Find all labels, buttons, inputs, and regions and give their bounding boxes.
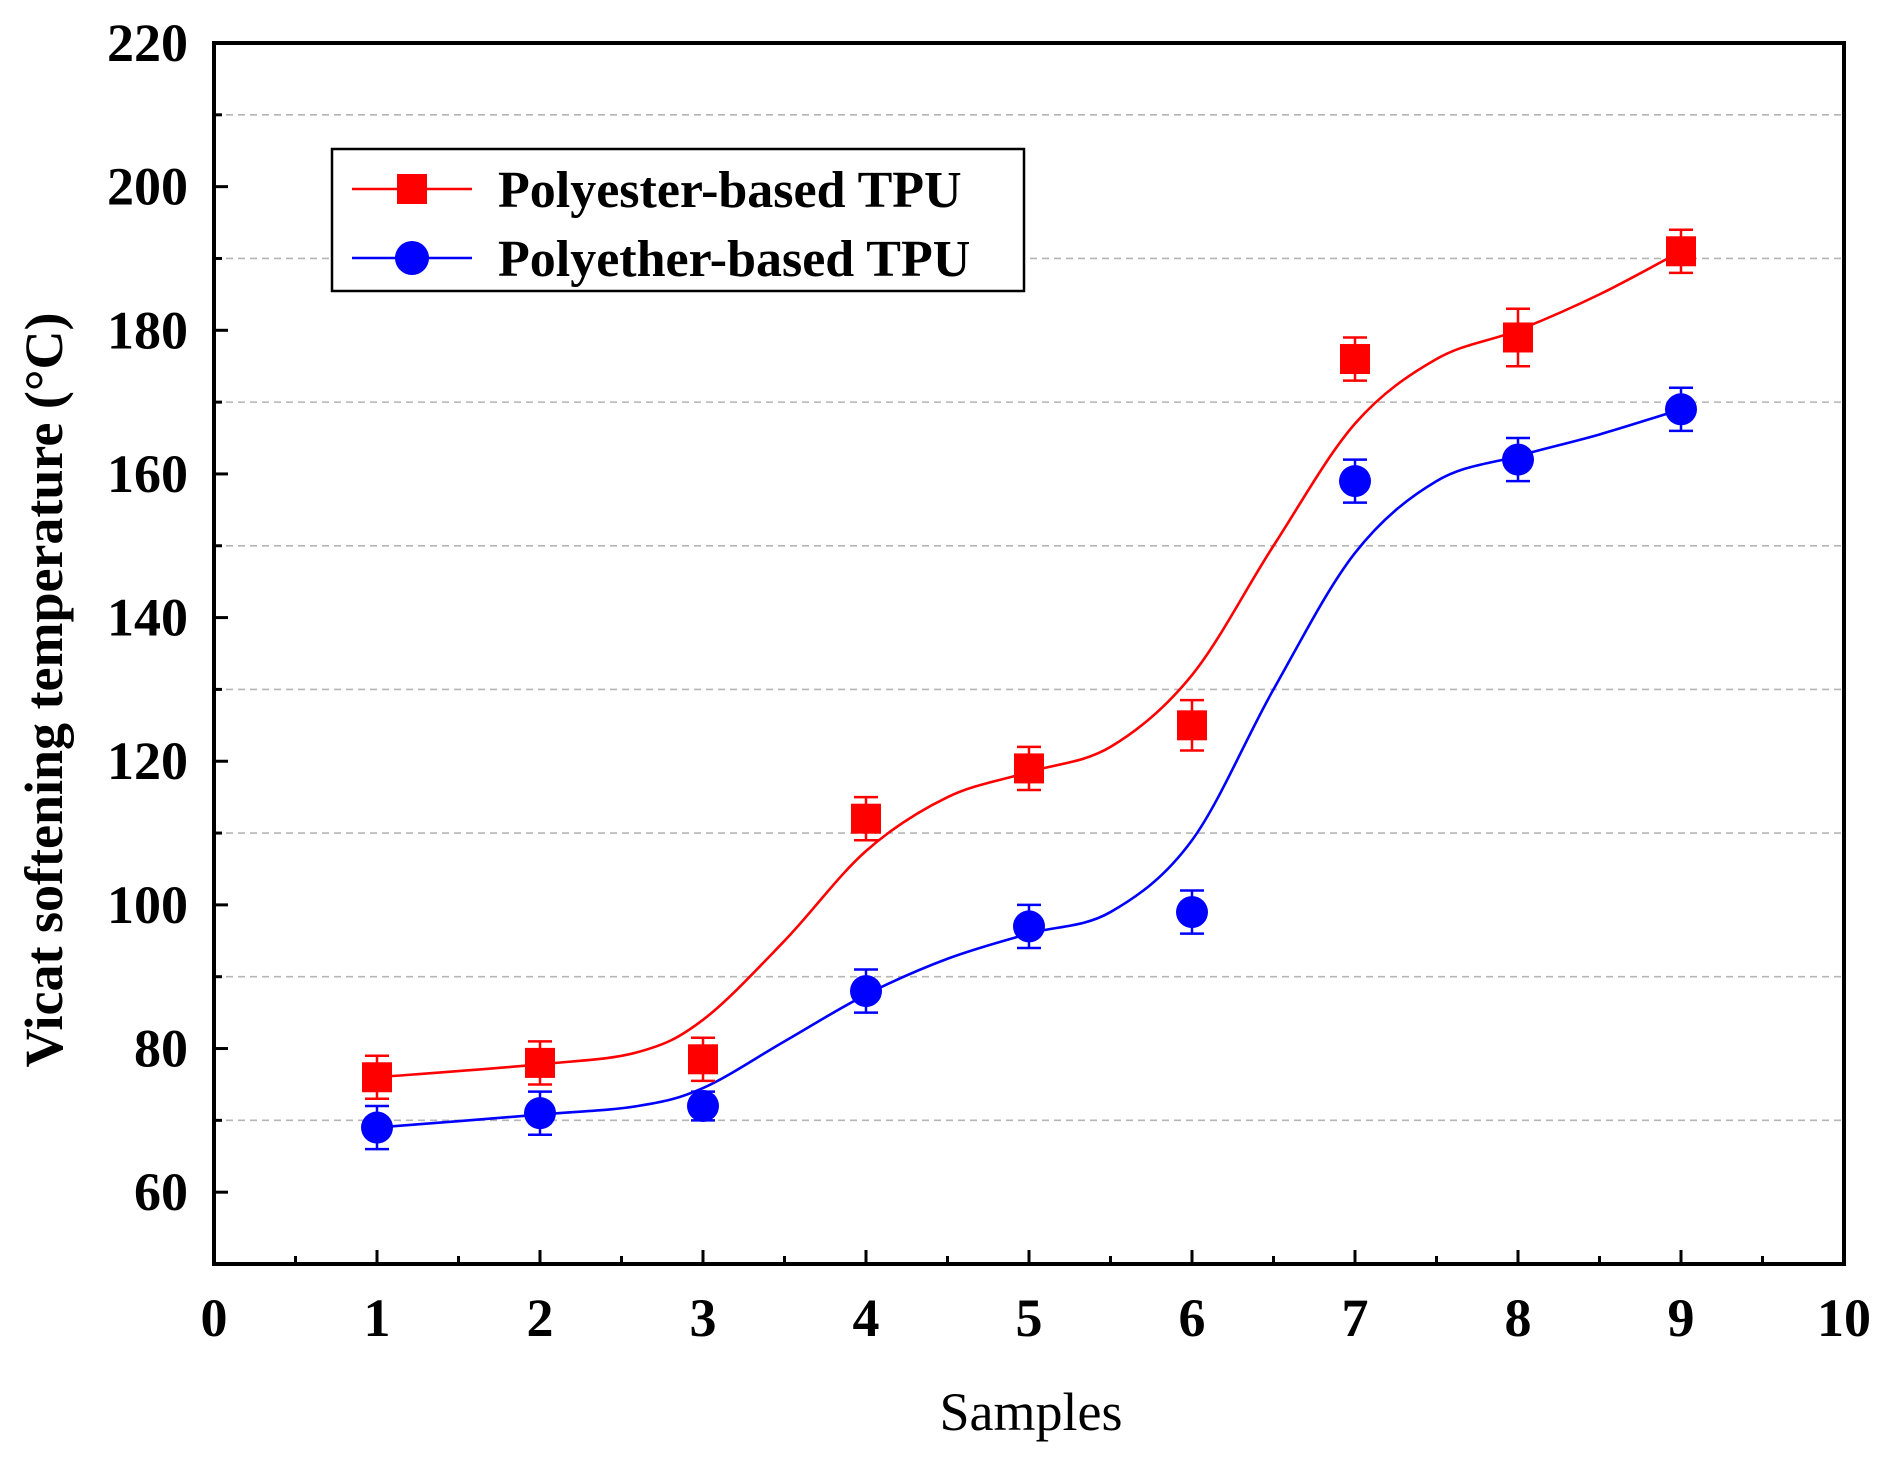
data-point-polyester	[362, 1062, 392, 1093]
x-tick-label: 3	[690, 1288, 717, 1348]
data-point-polyether	[1176, 896, 1208, 929]
x-axis-title: Samples	[940, 1382, 1123, 1442]
data-point-polyether	[1339, 465, 1371, 498]
y-tick-label: 180	[107, 300, 188, 360]
data-point-polyester	[851, 803, 881, 834]
x-tick-label: 1	[364, 1288, 391, 1348]
x-tick-label: 8	[1505, 1288, 1532, 1348]
legend-label-polyester: Polyester-based TPU	[498, 162, 962, 219]
data-point-polyester	[525, 1047, 555, 1078]
x-tick-label: 9	[1668, 1288, 1695, 1348]
data-point-polyether	[361, 1111, 393, 1144]
y-tick-label: 220	[107, 13, 188, 73]
fit-curves	[376, 250, 1682, 1129]
data-point-polyester	[688, 1044, 718, 1075]
y-tick-label: 160	[107, 444, 188, 504]
axis-ticks	[212, 41, 1846, 1264]
y-tick-label: 140	[107, 588, 188, 648]
data-point-polyether	[850, 975, 882, 1008]
data-point-polyether	[1665, 393, 1697, 426]
x-tick-label: 0	[201, 1288, 228, 1348]
legend-label-polyether: Polyether-based TPU	[498, 231, 970, 288]
x-tick-label: 10	[1817, 1288, 1871, 1348]
y-tick-label: 120	[107, 731, 188, 791]
y-tick-labels: 60 80 100 120 140 160 180 200 220	[107, 13, 188, 1222]
y-tick-label: 60	[134, 1162, 188, 1222]
data-point-polyester	[1177, 710, 1207, 741]
data-point-polyether	[1502, 443, 1534, 476]
x-tick-label: 6	[1179, 1288, 1206, 1348]
fit-line-polyester	[376, 250, 1682, 1079]
x-tick-label: 5	[1016, 1288, 1043, 1348]
x-tick-label: 2	[527, 1288, 554, 1348]
data-point-polyester	[1503, 322, 1533, 353]
fit-line-polyether	[376, 408, 1682, 1129]
data-point-polyester	[1014, 753, 1044, 784]
data-point-polyester	[1666, 236, 1696, 267]
legend-marker-circle	[395, 241, 429, 275]
grid-lines	[214, 114, 1844, 1122]
y-tick-label: 80	[134, 1019, 188, 1079]
x-tick-label: 4	[853, 1288, 880, 1348]
legend-box	[330, 147, 1026, 293]
y-tick-label: 100	[107, 875, 188, 935]
y-tick-label: 200	[107, 157, 188, 217]
data-point-polyether	[1013, 910, 1045, 943]
y-axis-title: Vicat softening temperature (°C)	[14, 313, 74, 1068]
data-point-polyester	[1340, 344, 1370, 375]
x-tick-label: 7	[1342, 1288, 1369, 1348]
x-tick-labels: 0 1 2 3 4 5 6 7 8 9 10	[201, 1288, 1872, 1348]
data-markers	[361, 236, 1697, 1144]
legend: Polyester-based TPU Polyether-based TPU	[330, 147, 1026, 293]
data-point-polyether	[687, 1089, 719, 1122]
data-point-polyether	[524, 1097, 556, 1130]
legend-marker-square	[397, 174, 427, 204]
